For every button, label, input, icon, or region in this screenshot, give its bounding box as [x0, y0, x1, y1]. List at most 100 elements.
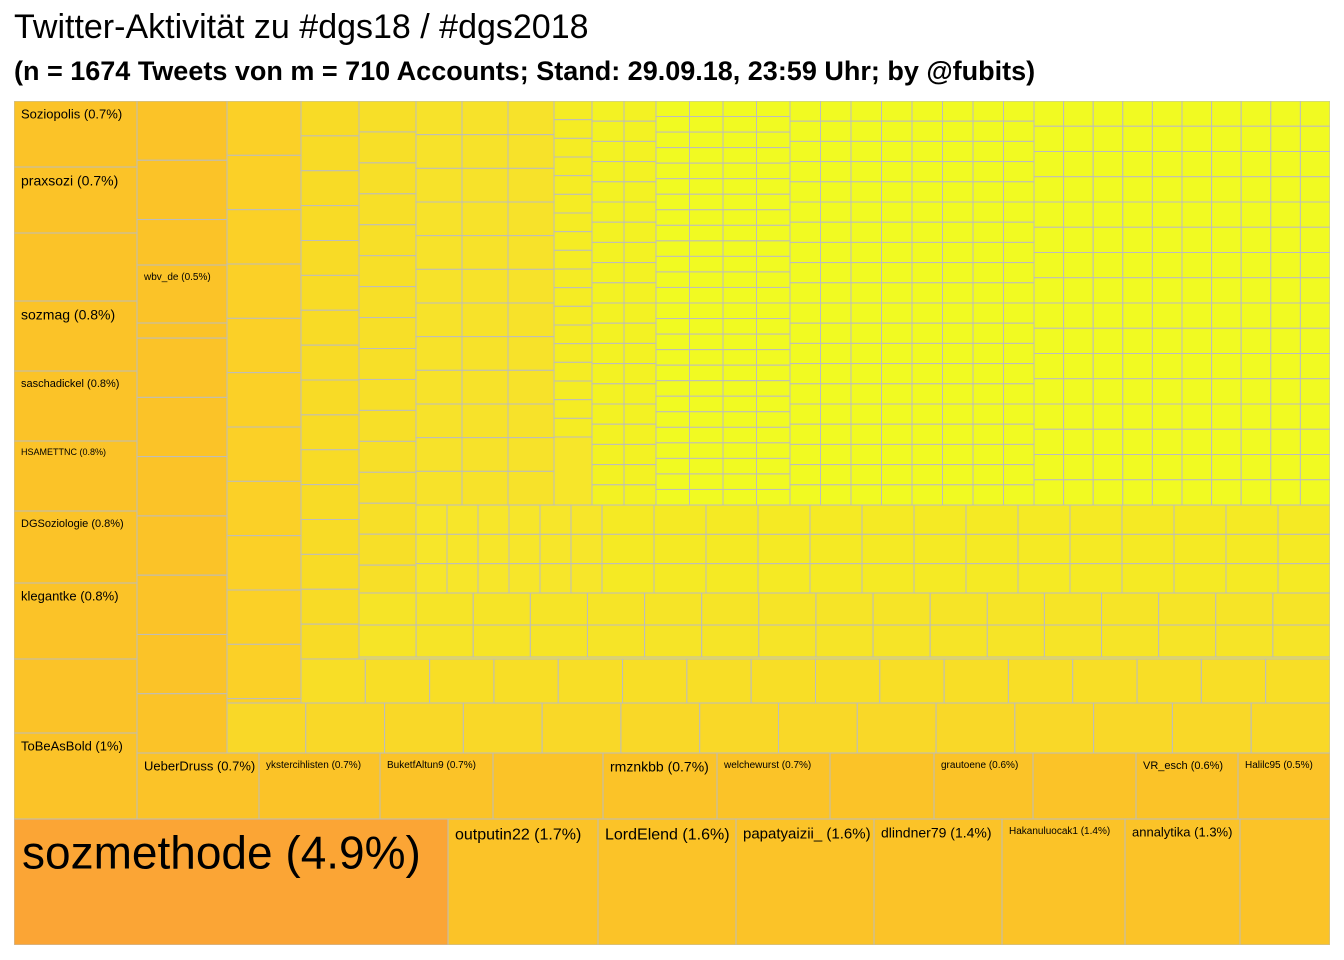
treemap-tile: [1181, 125, 1213, 152]
treemap-tile: [591, 423, 625, 445]
treemap-tile: [1211, 327, 1242, 354]
treemap-tile: [756, 395, 791, 413]
treemap-tile: [820, 423, 852, 445]
treemap-tile: [1299, 252, 1330, 279]
treemap-tile: [1069, 533, 1123, 565]
treemap-tile: [1299, 378, 1330, 405]
treemap-tile: [965, 504, 1019, 535]
treemap-tile: [1270, 151, 1301, 178]
treemap-tile: [942, 221, 974, 243]
treemap-tile: [722, 426, 757, 444]
treemap-tile: [623, 484, 657, 506]
treemap-tile: [226, 372, 302, 428]
treemap-tile: [972, 201, 1004, 223]
treemap-tile: [553, 324, 593, 345]
treemap-tile-buketfaltun9: BuketfAltun9 (0.7%): [379, 752, 494, 820]
treemap-tile: [756, 193, 791, 211]
treemap-tile-rect: [14, 818, 449, 945]
treemap-tile: [1122, 277, 1153, 304]
treemap-tile: [623, 363, 657, 385]
treemap-tile: [1063, 353, 1094, 380]
treemap-tile: [1240, 151, 1272, 178]
treemap-tile: [942, 241, 974, 264]
treemap-tile: [553, 343, 593, 363]
treemap-tile: [1122, 428, 1153, 455]
treemap-tile: [1240, 403, 1272, 430]
treemap-tile: [300, 658, 366, 704]
treemap-tile: [623, 383, 657, 405]
treemap-tile: [461, 302, 509, 338]
treemap-tile: [1211, 151, 1242, 178]
treemap-tile: [226, 101, 302, 156]
treemap-tile: [300, 170, 360, 207]
treemap-tile: [358, 131, 417, 164]
treemap-tile: [1270, 201, 1301, 228]
treemap-tile: [591, 262, 625, 284]
treemap-tile: [300, 484, 360, 521]
treemap-tile: [623, 322, 657, 344]
treemap-tile: [942, 201, 974, 223]
treemap-tile: [722, 240, 757, 257]
treemap-tile: [911, 181, 943, 203]
treemap-tile: [850, 221, 882, 243]
treemap-tile: [872, 624, 931, 658]
treemap-tile: [756, 147, 791, 164]
treemap-tile: [1093, 702, 1173, 754]
treemap-tile-tobeasbold: ToBeAsBold (1%): [14, 732, 138, 820]
treemap-tile: [722, 224, 757, 242]
treemap-tile: [136, 396, 228, 458]
treemap-tile: [756, 302, 791, 320]
treemap-tile: [911, 140, 943, 163]
treemap-tile: [1121, 533, 1175, 565]
treemap-tile: [623, 140, 657, 163]
treemap-tile: [1033, 403, 1065, 430]
treemap-tile: [689, 302, 724, 320]
treemap-tile: [701, 624, 760, 658]
treemap-tile: [1063, 479, 1094, 506]
treemap-tile: [689, 193, 724, 211]
treemap-tile: [943, 658, 1009, 704]
treemap-tile-annalytika: annalytika (1.3%): [1124, 818, 1241, 945]
treemap-tile: [1003, 101, 1035, 122]
treemap-tile: [1033, 428, 1065, 455]
treemap-tile: [942, 302, 974, 324]
treemap-tile: [1043, 624, 1103, 658]
treemap-tile: [986, 624, 1045, 658]
treemap-tile: [655, 178, 690, 195]
treemap-tile: [461, 369, 509, 405]
treemap-tile: [1181, 101, 1213, 127]
treemap-tile: [911, 241, 943, 264]
treemap-tile: [756, 411, 791, 428]
treemap-tile: [136, 159, 228, 221]
treemap-plot-area: sozmethode (4.9%) outputin22 (1.7%) LordEl…: [14, 101, 1330, 945]
treemap-tile: [942, 342, 974, 365]
treemap-tile: [1181, 479, 1213, 506]
tile-label: dlindner79 (1.4%): [881, 825, 992, 841]
treemap-tile: [461, 403, 509, 439]
treemap-tile: [689, 442, 724, 459]
treemap-tile: [601, 504, 655, 535]
treemap-tile: [507, 101, 555, 136]
treemap-tile: [653, 504, 707, 535]
treemap-tile-rect: [14, 732, 138, 820]
treemap-tile: [756, 364, 791, 382]
treemap-tile: [1270, 176, 1301, 203]
treemap-tile: [358, 162, 417, 195]
treemap-tile: [1215, 592, 1274, 626]
treemap-tile: [972, 403, 1004, 425]
treemap-tile: [881, 423, 913, 445]
treemap-tile: [1299, 101, 1330, 127]
treemap-tile: [820, 140, 852, 163]
treemap-tile: [911, 383, 943, 405]
treemap-tile-rect: [492, 752, 604, 820]
treemap-tile: [358, 224, 417, 257]
treemap-tile: [655, 457, 690, 475]
treemap-tile: [136, 515, 228, 576]
treemap-tile: [1122, 226, 1153, 253]
treemap-tile: [913, 533, 967, 565]
treemap-tile: [300, 414, 360, 451]
treemap-tile: [1173, 563, 1227, 594]
treemap-tile: [1063, 201, 1094, 228]
treemap-tile: [1270, 327, 1301, 354]
treemap-tile: [881, 282, 913, 304]
